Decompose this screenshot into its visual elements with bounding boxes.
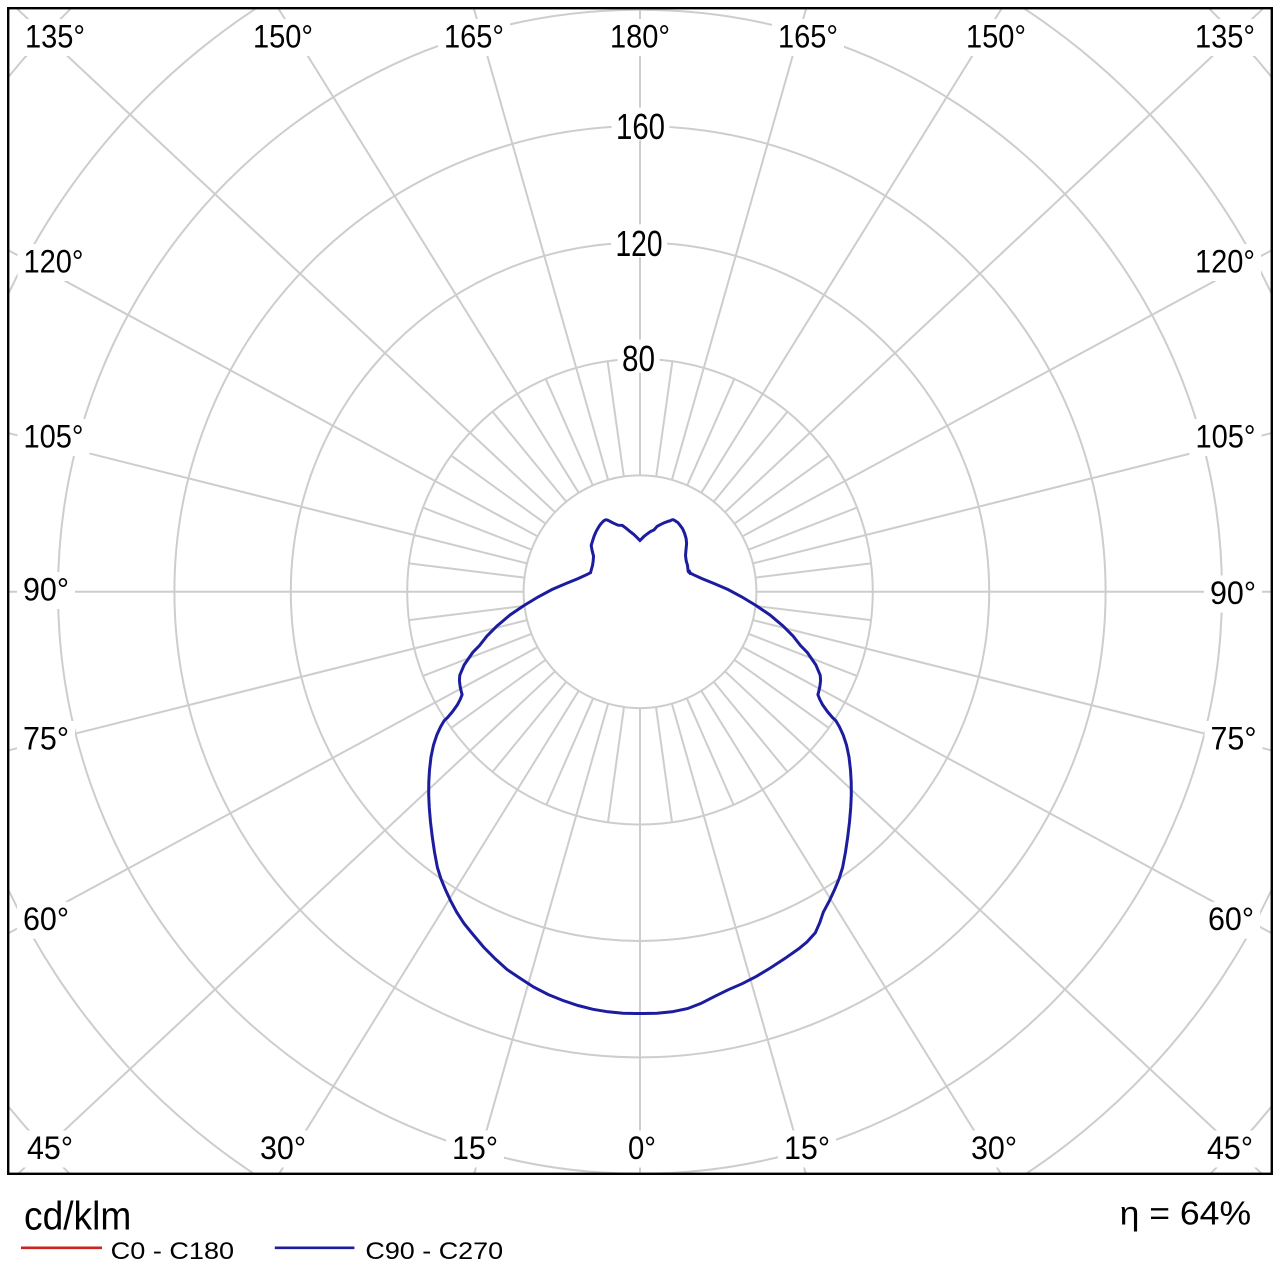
svg-text:150°: 150° — [966, 19, 1026, 55]
svg-text:105°: 105° — [1196, 419, 1256, 455]
svg-text:45°: 45° — [27, 1130, 73, 1166]
svg-text:η = 64%: η = 64% — [1120, 1195, 1252, 1232]
svg-text:180°: 180° — [610, 19, 670, 55]
svg-text:30°: 30° — [260, 1130, 306, 1166]
svg-text:30°: 30° — [971, 1130, 1017, 1166]
svg-text:90°: 90° — [1210, 575, 1256, 611]
svg-text:120: 120 — [616, 223, 663, 264]
svg-text:160: 160 — [616, 106, 665, 147]
svg-text:150°: 150° — [253, 19, 313, 55]
svg-text:60°: 60° — [1208, 901, 1254, 937]
svg-text:90°: 90° — [23, 572, 69, 608]
svg-text:135°: 135° — [25, 19, 85, 55]
svg-text:cd/klm: cd/klm — [24, 1195, 131, 1239]
svg-text:C90 - C270: C90 - C270 — [365, 1238, 503, 1265]
svg-text:45°: 45° — [1207, 1130, 1253, 1166]
svg-text:0°: 0° — [628, 1130, 656, 1166]
svg-text:165°: 165° — [444, 19, 504, 55]
svg-text:15°: 15° — [452, 1130, 498, 1166]
svg-text:15°: 15° — [784, 1130, 830, 1166]
svg-text:165°: 165° — [778, 19, 838, 55]
svg-text:80: 80 — [622, 338, 655, 379]
svg-text:105°: 105° — [24, 419, 84, 455]
svg-text:60°: 60° — [23, 901, 69, 937]
svg-text:75°: 75° — [1211, 721, 1257, 757]
svg-text:135°: 135° — [1195, 19, 1255, 55]
svg-text:C0 - C180: C0 - C180 — [111, 1238, 234, 1265]
svg-text:120°: 120° — [24, 244, 84, 280]
svg-text:120°: 120° — [1195, 244, 1255, 280]
svg-text:75°: 75° — [23, 721, 69, 757]
